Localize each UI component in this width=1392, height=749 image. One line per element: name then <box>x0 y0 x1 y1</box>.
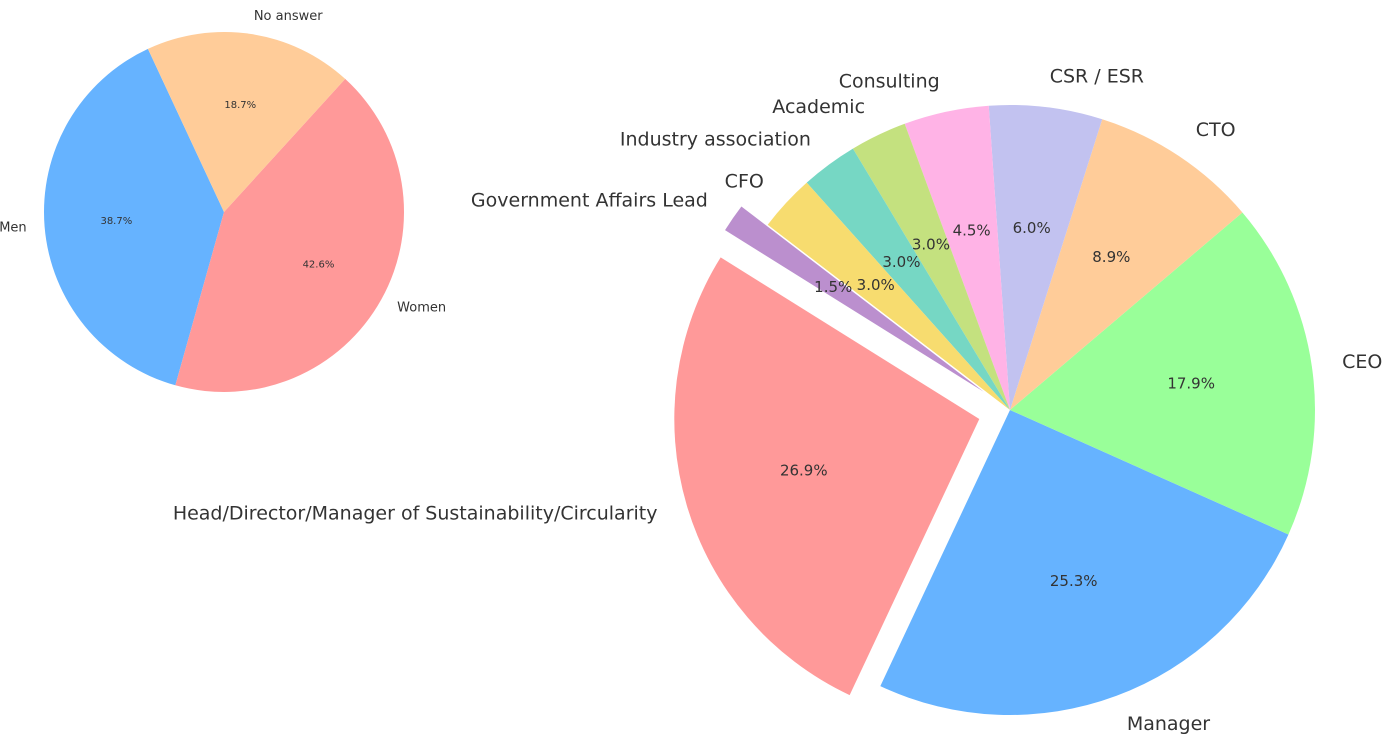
pie-pct-label-government-affairs-lead: 1.5% <box>814 278 852 296</box>
pie-pct-label-industry-association: 3.0% <box>882 253 920 271</box>
pie-category-label-women: Women <box>397 300 446 315</box>
pie-slice-academic <box>852 123 1010 410</box>
pie-pct-label-csr-esr: 6.0% <box>1013 219 1051 237</box>
pie-slice-cfo <box>767 182 1010 410</box>
pie-category-label-head-director-manager-of-sustainability-circularity: Head/Director/Manager of Sustainability/… <box>173 502 658 524</box>
pie-pct-label-head-director-manager-of-sustainability-circularity: 26.9% <box>780 461 828 479</box>
pie-pct-label-cfo: 3.0% <box>857 276 895 294</box>
pie-category-label-government-affairs-lead: Government Affairs Lead <box>471 189 708 211</box>
pie-category-label-consulting: Consulting <box>839 70 940 92</box>
pie-pct-label-cto: 8.9% <box>1092 248 1130 266</box>
pie-slice-csr-esr <box>988 105 1103 411</box>
pie-category-label-no-answer: No answer <box>254 9 323 24</box>
pie-category-label-manager: Manager <box>1127 713 1210 735</box>
pie-slice-ceo <box>1010 212 1315 535</box>
pie-pct-label-ceo: 17.9% <box>1167 375 1215 393</box>
pie-pct-label-consulting: 4.5% <box>953 222 991 240</box>
pie-category-label-cto: CTO <box>1196 119 1236 141</box>
role-pie-chart: 26.9% Head/Director/Manager of Sustainabi… <box>173 65 1383 735</box>
pie-pct-label-women: 42.6% <box>303 259 335 270</box>
pie-category-label-csr-esr: CSR / ESR <box>1050 65 1144 87</box>
pie-slice-men <box>43 48 224 386</box>
pie-slice-no-answer <box>147 32 346 212</box>
pie-slice-industry-association <box>806 148 1010 411</box>
pie-slice-head-director-manager-of-sustainability-circularity <box>674 257 980 696</box>
pie-slice-consulting <box>904 105 1010 410</box>
pie-slice-cto <box>1010 119 1243 410</box>
pie-category-label-men: Men <box>0 221 27 236</box>
pie-slice-manager <box>880 410 1289 716</box>
pie-pct-label-men: 38.7% <box>100 216 132 227</box>
pie-category-label-academic: Academic <box>772 96 865 118</box>
pie-category-label-industry-association: Industry association <box>620 128 811 150</box>
pie-category-label-cfo: CFO <box>725 171 764 193</box>
pie-slice-government-affairs-lead <box>725 206 984 392</box>
pie-pct-label-manager: 25.3% <box>1050 572 1098 590</box>
gender-pie-chart: 38.7% Men 42.6% Women 18.7% No answer <box>0 9 446 393</box>
pie-pct-label-academic: 3.0% <box>912 235 950 253</box>
pie-category-label-ceo: CEO <box>1342 351 1382 373</box>
pie-pct-label-no-answer: 18.7% <box>224 100 256 111</box>
pie-slice-women <box>175 78 405 393</box>
